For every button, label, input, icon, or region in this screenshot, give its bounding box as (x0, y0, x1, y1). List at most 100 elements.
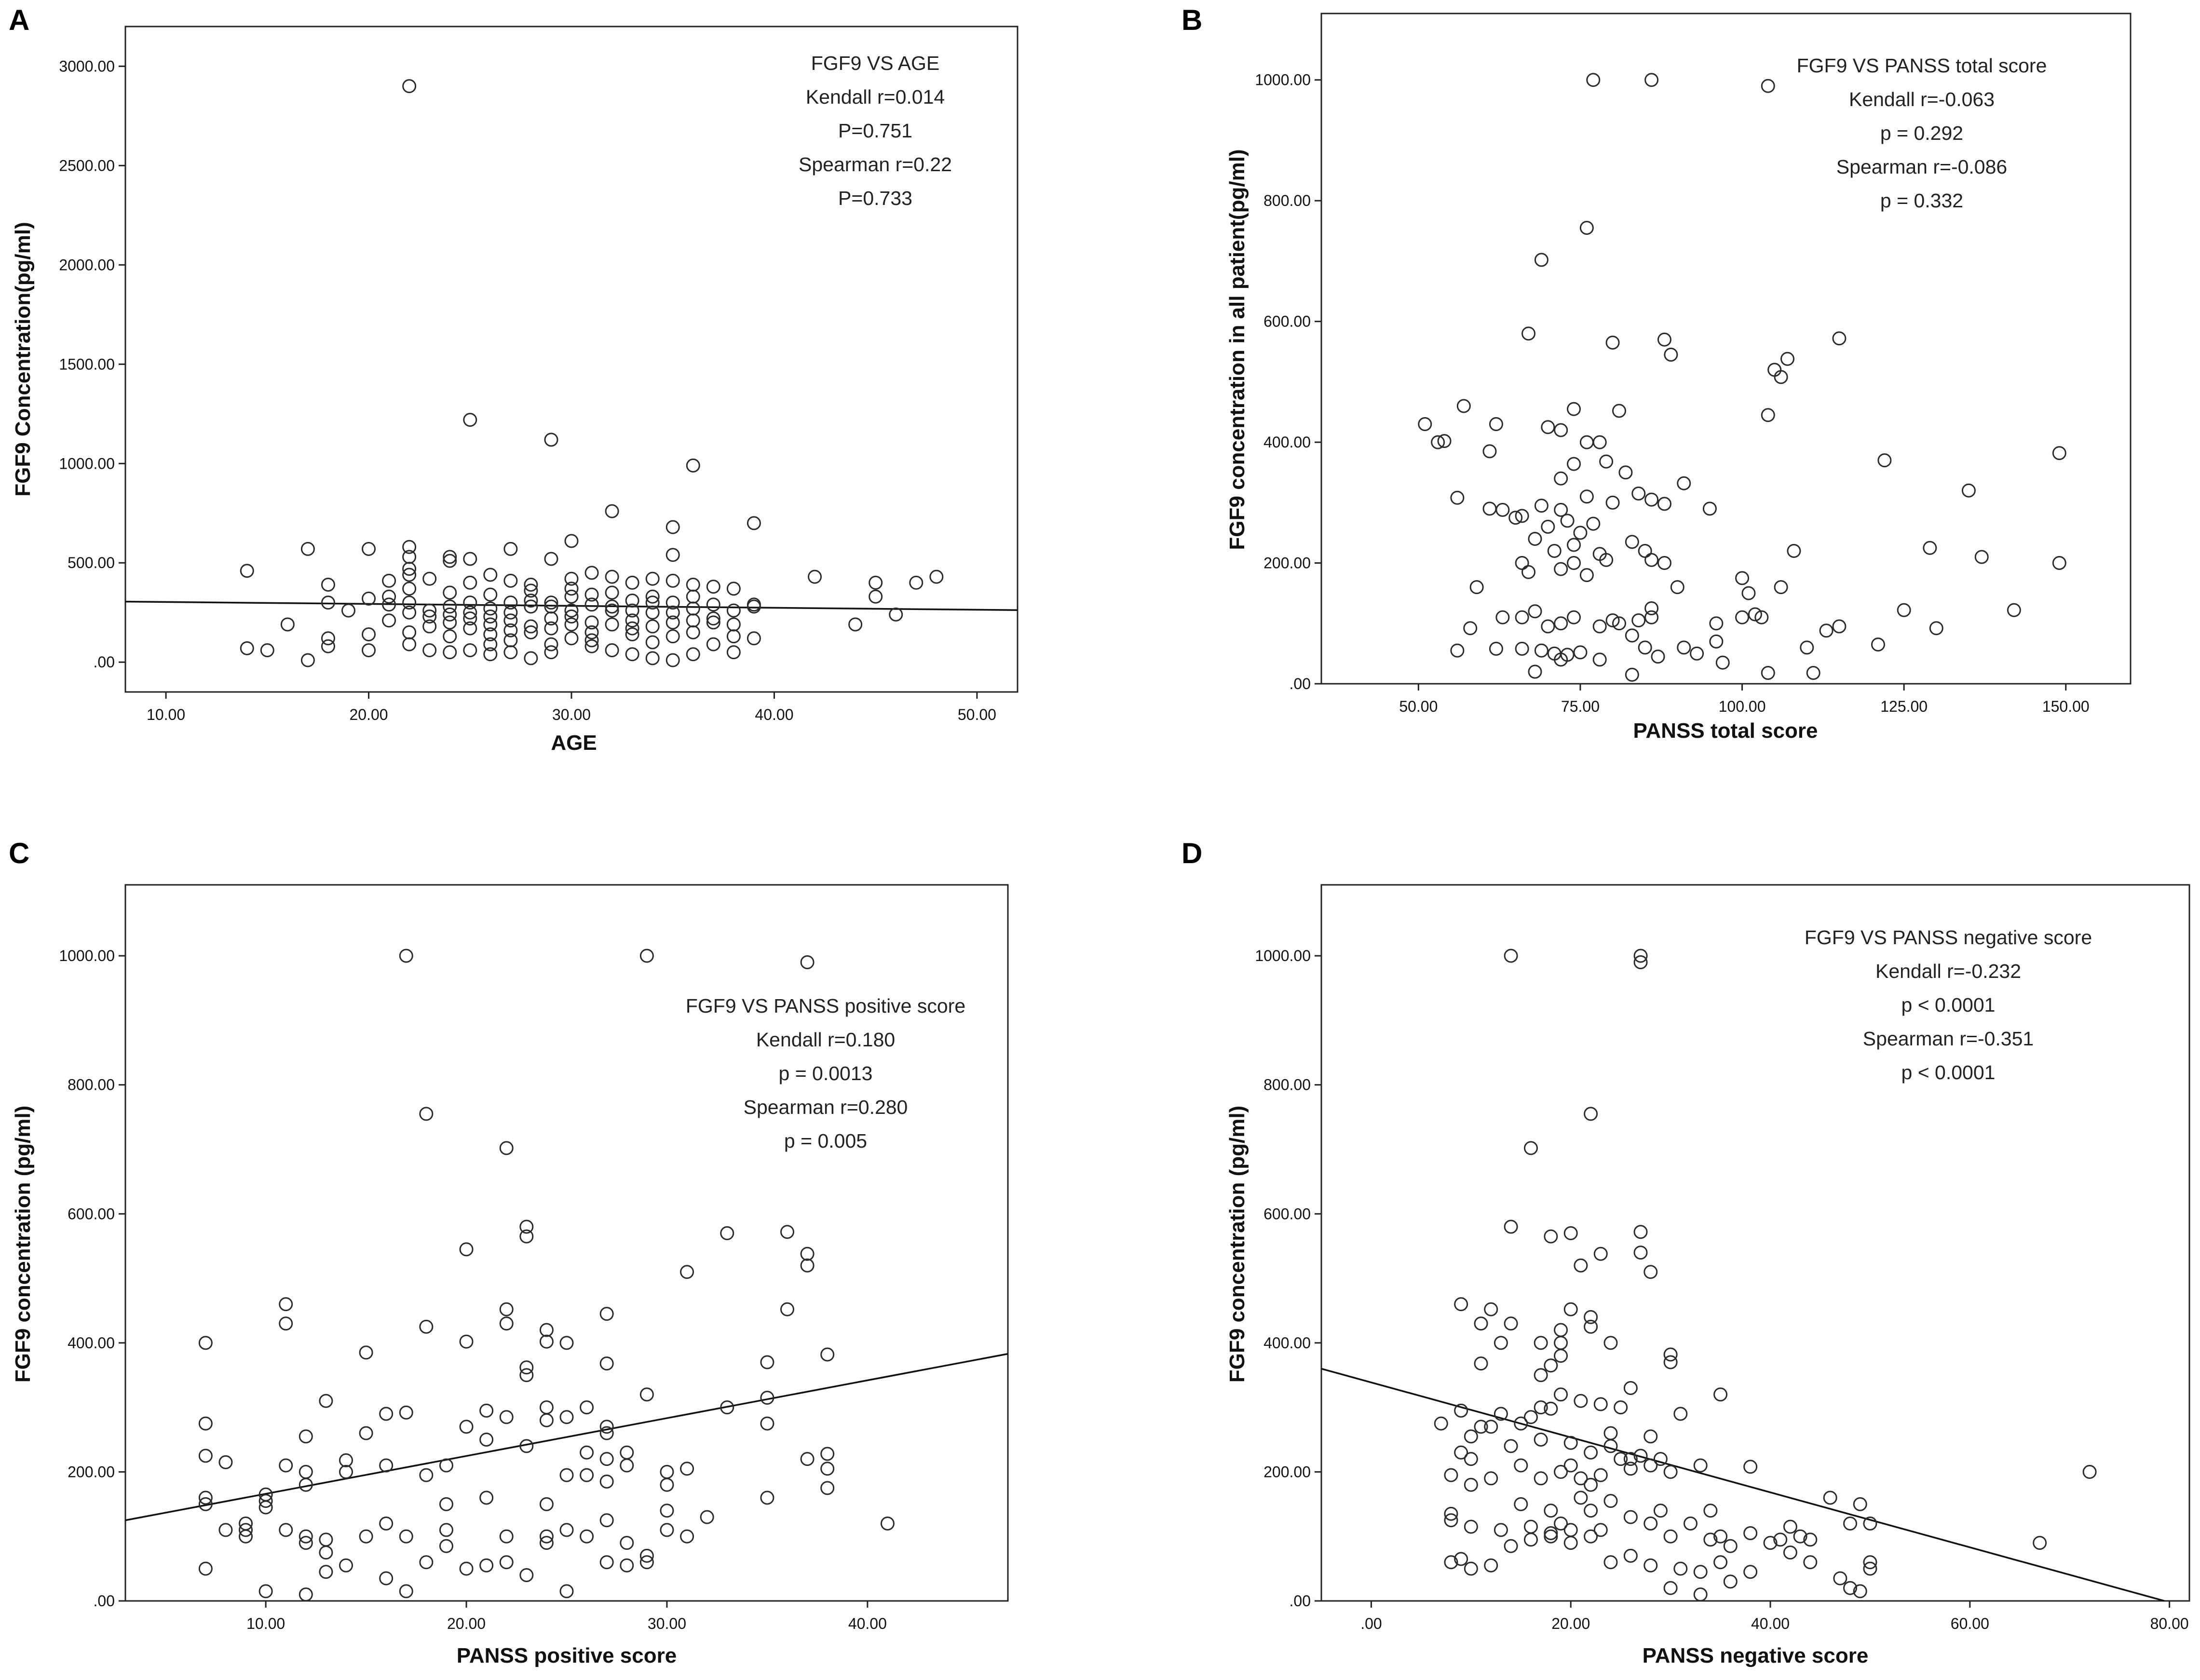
data-point (645, 635, 660, 650)
data-point (1603, 1439, 1618, 1453)
data-point (1534, 1336, 1548, 1350)
data-point (1633, 955, 1648, 970)
data-point (1584, 1107, 1598, 1121)
stats-annotation: p = 0.292 (1880, 122, 1963, 144)
data-point (1832, 619, 1847, 634)
data-point (1592, 619, 1607, 634)
data-point (660, 1523, 674, 1537)
x-tick-label: 10.00 (147, 706, 185, 723)
data-point (499, 1302, 514, 1316)
data-point (1579, 489, 1594, 504)
data-point (483, 568, 498, 582)
data-point (605, 603, 619, 618)
data-point (889, 607, 903, 622)
data-point (726, 629, 741, 644)
data-point (1625, 535, 1639, 549)
data-point (2007, 603, 2021, 617)
data-point (524, 583, 538, 598)
data-point (402, 550, 417, 564)
data-point (422, 571, 437, 586)
data-point (686, 458, 700, 473)
data-point (419, 1468, 434, 1482)
y-axis-label: FGF9 concentration in all patient(pg/ml) (1225, 149, 1249, 550)
data-point (1579, 221, 1594, 235)
data-point (1515, 556, 1529, 570)
data-point (584, 587, 599, 602)
data-point (584, 597, 599, 612)
data-point (479, 1403, 494, 1418)
data-point (1547, 544, 1562, 558)
data-point (625, 603, 639, 618)
data-point (382, 613, 396, 628)
data-point (319, 1532, 333, 1547)
y-tick-label: 800.00 (1263, 192, 1311, 209)
data-point (1593, 1246, 1608, 1261)
data-point (379, 1516, 394, 1531)
data-point (443, 550, 457, 564)
data-point (1431, 435, 1445, 449)
data-point (645, 651, 660, 665)
x-tick-label: 150.00 (2042, 698, 2090, 715)
data-point (665, 573, 680, 588)
data-point (645, 619, 660, 634)
data-point (1618, 465, 1633, 480)
data-point (1437, 434, 1452, 448)
data-point (1743, 1526, 1758, 1541)
data-point (218, 1523, 233, 1537)
data-point (503, 613, 518, 628)
panel-letter: A (9, 4, 29, 36)
data-point (645, 589, 660, 604)
data-point (1806, 665, 1820, 680)
stats-annotation: FGF9 VS PANSS positive score (686, 995, 965, 1017)
data-point (1514, 1416, 1528, 1431)
y-axis-label: FGF9 Concentration(pg/ml) (11, 222, 35, 497)
data-point (402, 637, 417, 651)
data-point (1563, 1302, 1578, 1316)
data-point (341, 603, 355, 618)
data-point (1560, 514, 1575, 528)
data-point (605, 643, 619, 657)
data-point (1663, 1581, 1678, 1595)
data-point (620, 1536, 634, 1550)
data-point (1515, 509, 1529, 523)
data-point (439, 1458, 453, 1473)
data-point (1579, 568, 1594, 583)
data-point (483, 647, 498, 662)
data-point (1638, 544, 1652, 558)
data-point (625, 621, 639, 636)
data-point (1693, 1587, 1708, 1602)
data-point (459, 1242, 474, 1257)
data-point (402, 568, 417, 582)
data-point (1677, 640, 1691, 655)
data-point (1684, 1516, 1698, 1531)
data-point (359, 1426, 373, 1440)
data-point (564, 589, 579, 604)
data-point (1653, 1452, 1668, 1466)
data-point (1521, 326, 1536, 341)
data-point (1567, 556, 1581, 570)
x-tick-label: 40.00 (1751, 1615, 1790, 1632)
data-point (1663, 1529, 1678, 1544)
data-point (1593, 1468, 1608, 1482)
data-point (544, 637, 558, 651)
data-point (1605, 335, 1620, 350)
data-point (1514, 1497, 1528, 1511)
data-point (419, 1319, 434, 1334)
data-point (680, 1529, 694, 1544)
data-point (1773, 1532, 1788, 1547)
data-point (808, 569, 822, 584)
data-point (1544, 1529, 1558, 1544)
data-point (321, 631, 335, 646)
data-point (198, 1490, 213, 1505)
data-point (539, 1334, 554, 1349)
x-tick-label: .00 (1360, 1615, 1382, 1632)
data-point (680, 1265, 694, 1279)
data-point (524, 619, 538, 634)
data-point (1534, 253, 1548, 267)
data-point (539, 1529, 554, 1544)
data-point (1544, 1401, 1558, 1416)
data-point (1653, 1504, 1668, 1518)
data-point (524, 651, 538, 665)
data-point (359, 1345, 373, 1360)
data-point (1853, 1497, 1867, 1511)
